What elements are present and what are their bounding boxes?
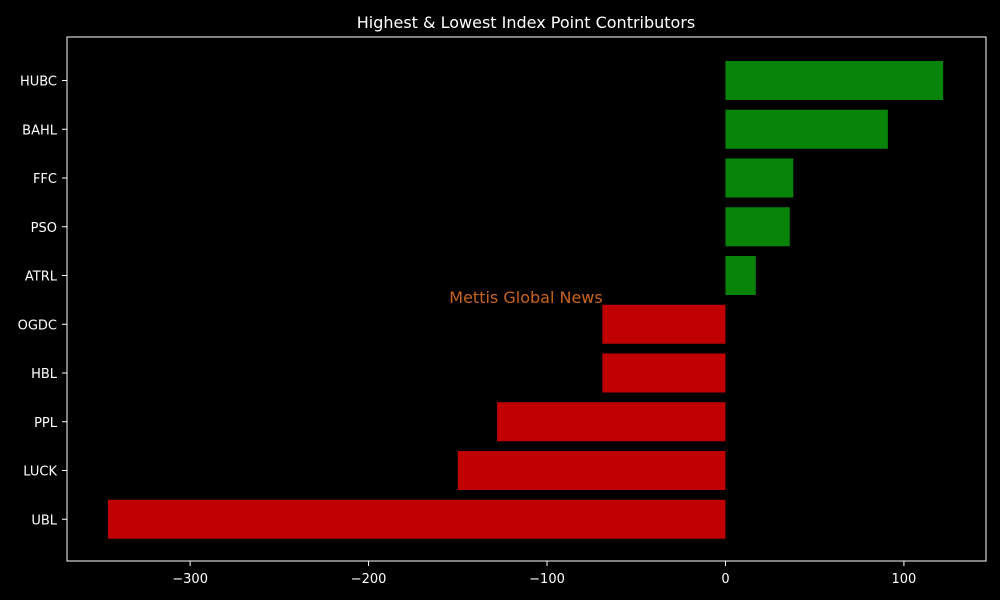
bar-pso <box>725 207 790 247</box>
x-tick-label: −200 <box>351 572 387 587</box>
bar-ffc <box>725 158 794 198</box>
y-tick-label-hbl: HBL <box>31 367 58 382</box>
y-tick-label-pso: PSO <box>31 221 57 236</box>
y-tick-label-ppl: PPL <box>34 416 58 431</box>
y-tick-label-ffc: FFC <box>33 172 57 187</box>
y-tick-label-ogdc: OGDC <box>18 318 57 333</box>
bar-bahl <box>725 109 888 149</box>
bar-atrl <box>725 256 756 295</box>
x-tick-label: −300 <box>172 572 208 587</box>
x-tick-label: 0 <box>721 572 729 587</box>
y-tick-label-bahl: BAHL <box>22 123 58 138</box>
bar-ogdc <box>602 304 726 344</box>
axes-frame <box>66 36 987 562</box>
bar-hbl <box>602 353 726 393</box>
bar-ubl <box>108 499 726 539</box>
plot-area: HUBC BAHL FFC PSO ATRL OGDC HBL PPL LUCK UBL −300 −… <box>18 36 987 587</box>
bar-luck <box>457 451 726 490</box>
y-tick-label-atrl: ATRL <box>25 270 58 285</box>
x-tick-label: 100 <box>892 572 917 587</box>
x-tick-label: −100 <box>529 572 565 587</box>
bar-ppl <box>497 402 726 442</box>
y-tick-label-luck: LUCK <box>23 465 57 480</box>
bar-hubc <box>725 61 944 100</box>
y-tick-label-ubl: UBL <box>31 513 57 528</box>
y-tick-label-hubc: HUBC <box>20 75 57 90</box>
chart-title: Highest & Lowest Index Point Contributor… <box>357 13 696 32</box>
watermark-text: Mettis Global News <box>449 288 602 307</box>
